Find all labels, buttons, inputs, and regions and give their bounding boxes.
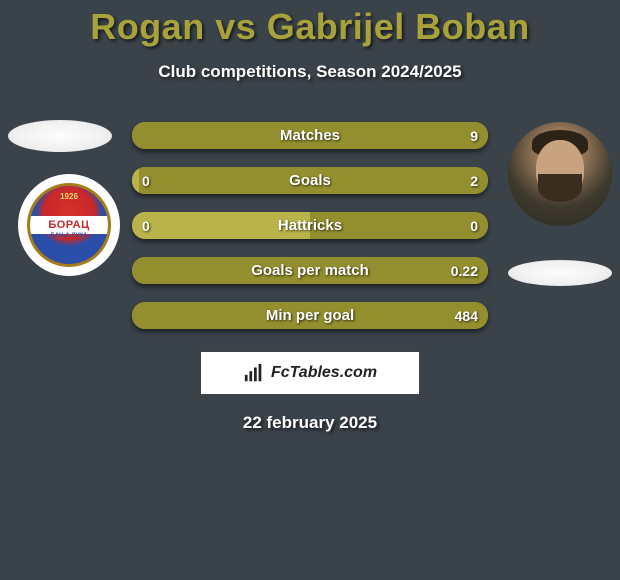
- stat-bar: 9Matches: [132, 122, 488, 149]
- bar-label: Hattricks: [132, 212, 488, 239]
- player-photo-right: [508, 122, 612, 226]
- club-badge-year: 1926: [30, 192, 108, 201]
- bar-label: Goals per match: [132, 257, 488, 284]
- page-title: Rogan vs Gabrijel Boban: [0, 6, 620, 48]
- club-badge-city: БАЊА ЛУКА: [30, 233, 108, 239]
- stat-bars: 9Matches 02Goals 00Hattricks 0.22Goals per …: [132, 122, 488, 329]
- bar-label: Min per goal: [132, 302, 488, 329]
- stat-bar: 484Min per goal: [132, 302, 488, 329]
- player-photo-left-placeholder: [8, 120, 112, 152]
- chart-icon: [243, 362, 265, 384]
- club-badge-left: 1926 БОРАЦ БАЊА ЛУКА: [18, 174, 120, 276]
- watermark: FcTables.com: [200, 351, 420, 395]
- bar-label: Matches: [132, 122, 488, 149]
- club-badge-inner: 1926 БОРАЦ БАЊА ЛУКА: [27, 183, 111, 267]
- stat-bar: 0.22Goals per match: [132, 257, 488, 284]
- bar-label: Goals: [132, 167, 488, 194]
- watermark-text: FcTables.com: [271, 364, 377, 382]
- date: 22 february 2025: [0, 413, 620, 433]
- stat-bar: 02Goals: [132, 167, 488, 194]
- club-badge-right-placeholder: [508, 260, 612, 286]
- subtitle: Club competitions, Season 2024/2025: [0, 62, 620, 82]
- stat-bar: 00Hattricks: [132, 212, 488, 239]
- club-badge-name: БОРАЦ: [30, 216, 108, 234]
